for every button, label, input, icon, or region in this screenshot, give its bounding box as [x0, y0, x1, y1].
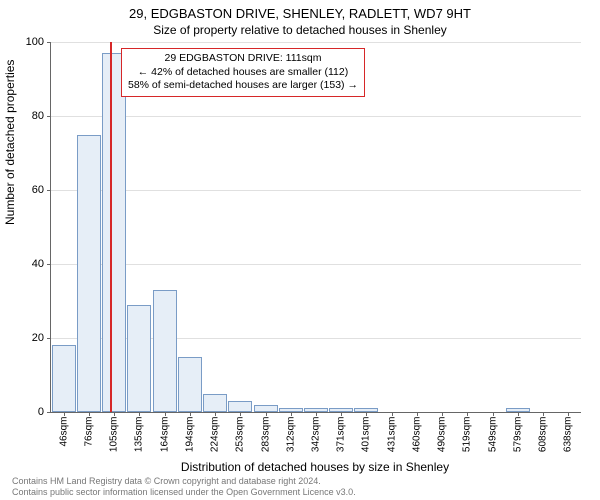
- x-tick-label: 608sqm: [538, 417, 549, 467]
- x-tick: [89, 412, 90, 416]
- histogram-bar: [203, 394, 227, 413]
- x-tick: [366, 412, 367, 416]
- histogram-bar: [127, 305, 151, 412]
- x-tick-label: 490sqm: [437, 417, 448, 467]
- x-tick: [392, 412, 393, 416]
- x-tick-label: 46sqm: [58, 417, 69, 467]
- y-tick: [47, 190, 51, 191]
- y-tick-label: 20: [16, 332, 44, 344]
- footer-line1: Contains HM Land Registry data © Crown c…: [12, 476, 356, 487]
- y-tick-label: 0: [16, 406, 44, 418]
- x-tick: [467, 412, 468, 416]
- x-tick-label: 76sqm: [83, 417, 94, 467]
- x-tick-label: 135sqm: [134, 417, 145, 467]
- x-tick: [139, 412, 140, 416]
- annotation-box: 29 EDGBASTON DRIVE: 111sqm← 42% of detac…: [121, 48, 365, 97]
- x-tick-label: 638sqm: [563, 417, 574, 467]
- x-tick: [518, 412, 519, 416]
- x-tick: [240, 412, 241, 416]
- y-tick-label: 80: [16, 110, 44, 122]
- gridline: [51, 264, 581, 265]
- x-tick: [316, 412, 317, 416]
- x-tick-label: 164sqm: [159, 417, 170, 467]
- x-tick: [493, 412, 494, 416]
- gridline: [51, 190, 581, 191]
- gridline: [51, 116, 581, 117]
- y-tick-label: 40: [16, 258, 44, 270]
- x-tick-label: 460sqm: [411, 417, 422, 467]
- x-tick: [442, 412, 443, 416]
- histogram-bar: [52, 345, 76, 412]
- chart-subtitle: Size of property relative to detached ho…: [0, 21, 600, 37]
- annotation-line: ← 42% of detached houses are smaller (11…: [128, 66, 358, 80]
- histogram-bar: [153, 290, 177, 412]
- x-tick: [543, 412, 544, 416]
- footer-attribution: Contains HM Land Registry data © Crown c…: [12, 476, 356, 498]
- x-tick: [114, 412, 115, 416]
- x-tick-label: 549sqm: [487, 417, 498, 467]
- y-tick: [47, 116, 51, 117]
- x-tick-label: 371sqm: [336, 417, 347, 467]
- x-tick: [64, 412, 65, 416]
- x-tick-label: 519sqm: [462, 417, 473, 467]
- x-tick-label: 431sqm: [386, 417, 397, 467]
- x-tick-label: 579sqm: [512, 417, 523, 467]
- histogram-bar: [178, 357, 202, 413]
- y-tick: [47, 42, 51, 43]
- x-tick-label: 312sqm: [285, 417, 296, 467]
- x-tick: [568, 412, 569, 416]
- x-tick-label: 105sqm: [109, 417, 120, 467]
- x-tick: [341, 412, 342, 416]
- chart-title: 29, EDGBASTON DRIVE, SHENLEY, RADLETT, W…: [0, 0, 600, 21]
- histogram-bar: [228, 401, 252, 412]
- x-tick: [266, 412, 267, 416]
- x-tick: [417, 412, 418, 416]
- histogram-bar: [77, 135, 101, 413]
- y-axis-label: Number of detached properties: [3, 60, 17, 225]
- x-tick-label: 342sqm: [311, 417, 322, 467]
- histogram-bar: [102, 53, 126, 412]
- y-tick: [47, 412, 51, 413]
- x-tick: [165, 412, 166, 416]
- gridline: [51, 42, 581, 43]
- x-tick: [215, 412, 216, 416]
- annotation-line: 58% of semi-detached houses are larger (…: [128, 79, 358, 93]
- x-tick-label: 224sqm: [210, 417, 221, 467]
- y-tick: [47, 264, 51, 265]
- annotation-line: 29 EDGBASTON DRIVE: 111sqm: [128, 52, 358, 66]
- footer-line2: Contains public sector information licen…: [12, 487, 356, 498]
- histogram-bar: [254, 405, 278, 412]
- y-tick-label: 60: [16, 184, 44, 196]
- property-marker-line: [110, 42, 112, 412]
- y-tick-label: 100: [16, 36, 44, 48]
- x-tick: [190, 412, 191, 416]
- x-axis-label: Distribution of detached houses by size …: [50, 460, 580, 474]
- y-tick: [47, 338, 51, 339]
- x-tick-label: 253sqm: [235, 417, 246, 467]
- x-tick: [291, 412, 292, 416]
- x-tick-label: 283sqm: [260, 417, 271, 467]
- x-tick-label: 194sqm: [184, 417, 195, 467]
- x-tick-label: 401sqm: [361, 417, 372, 467]
- plot-area: 02040608010046sqm76sqm105sqm135sqm164sqm…: [50, 42, 581, 413]
